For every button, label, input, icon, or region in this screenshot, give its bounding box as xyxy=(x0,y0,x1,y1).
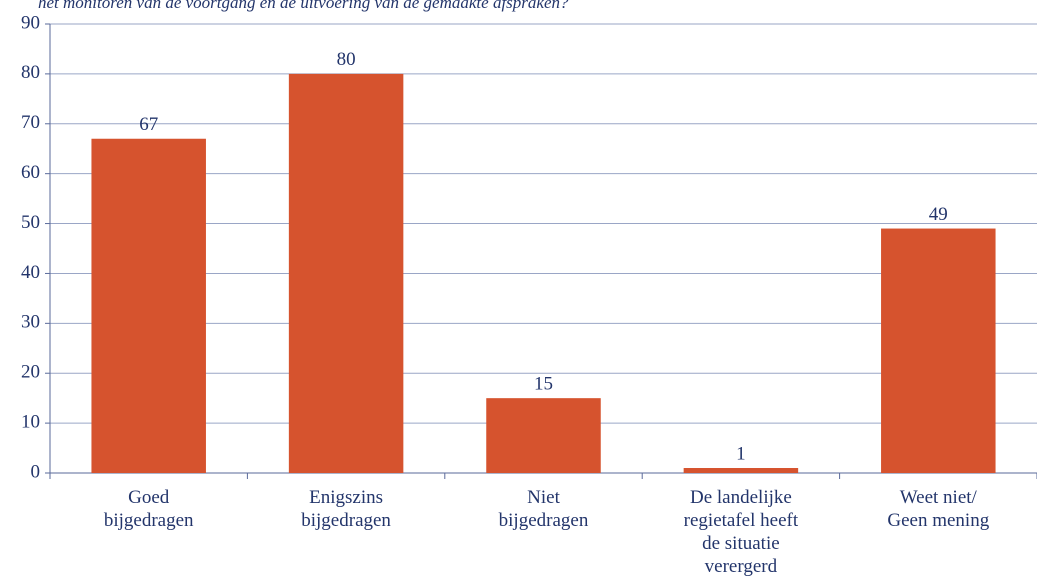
bar xyxy=(91,138,206,473)
y-tick-label: 0 xyxy=(31,461,41,482)
bar xyxy=(881,228,996,473)
bar xyxy=(683,468,799,473)
y-tick-label: 30 xyxy=(21,312,40,333)
data-label: 49 xyxy=(929,204,948,225)
data-label: 80 xyxy=(337,49,356,70)
y-tick-label: 70 xyxy=(21,112,40,133)
bar xyxy=(288,73,404,473)
x-tick-label: Enigszins bijgedragen xyxy=(301,487,391,531)
x-tick-label: Goed bijgedragen xyxy=(104,487,194,531)
x-tick-label: Weet niet/Geen mening xyxy=(887,487,989,531)
bar xyxy=(486,398,601,473)
x-tick-label: De landelijke regietafel heeft de situatie… xyxy=(684,487,799,577)
data-label: 1 xyxy=(736,443,746,464)
y-tick-label: 50 xyxy=(21,212,40,233)
x-tick-label: Niet bijgedragen xyxy=(499,487,589,531)
y-tick-label: 60 xyxy=(21,162,40,183)
y-tick-label: 20 xyxy=(21,362,40,383)
y-tick-label: 40 xyxy=(21,262,40,283)
y-tick-label: 10 xyxy=(21,411,40,432)
y-tick-label: 80 xyxy=(21,62,40,83)
y-tick-label: 90 xyxy=(21,12,40,33)
chart-title: het monitoren van de voortgang en de uit… xyxy=(38,0,569,12)
data-label: 15 xyxy=(534,374,553,395)
data-label: 67 xyxy=(139,114,158,135)
